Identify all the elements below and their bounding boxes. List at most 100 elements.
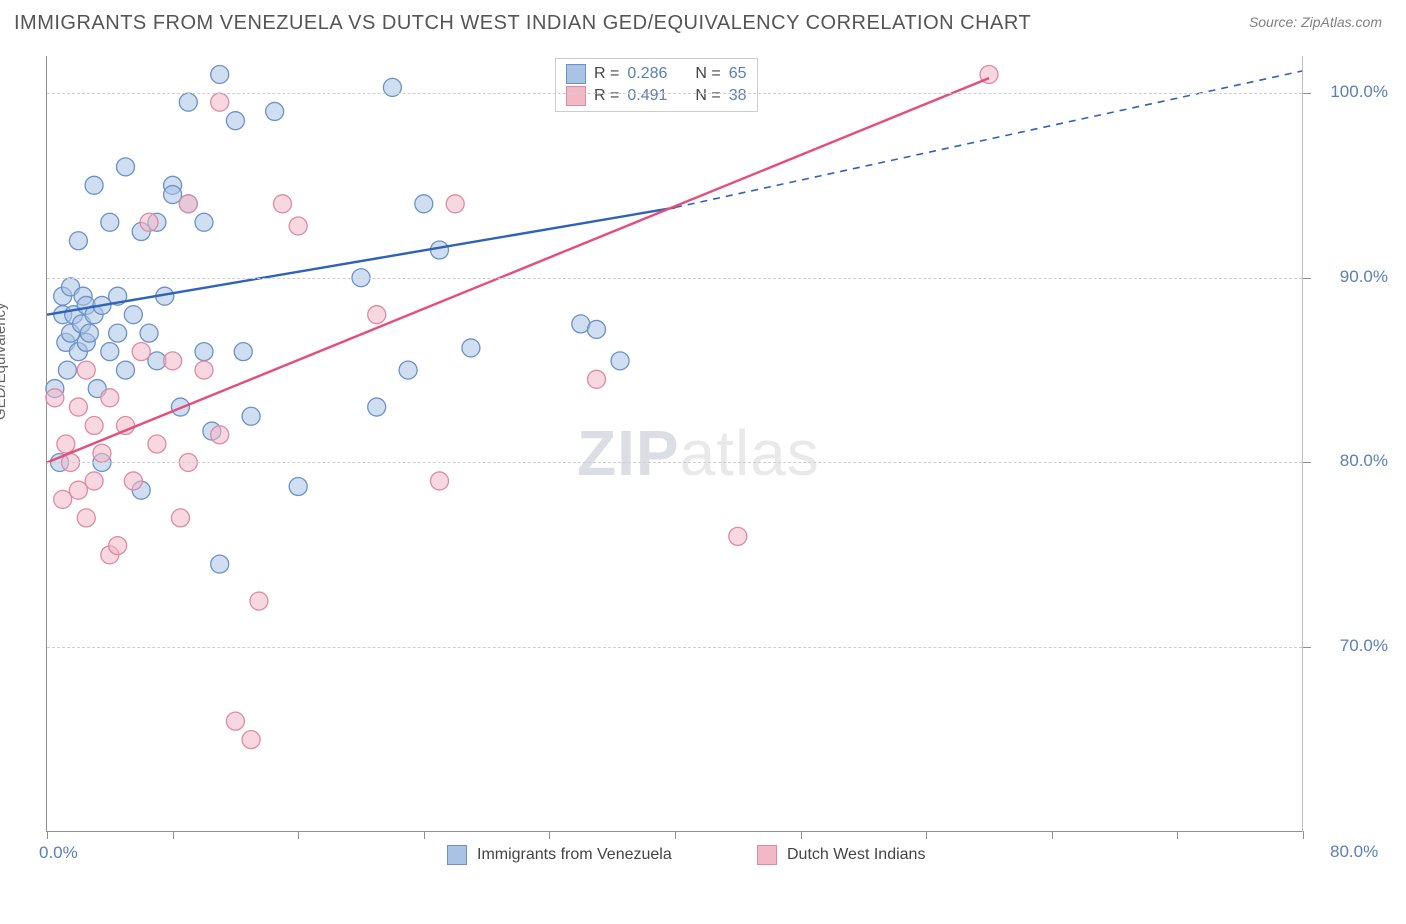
scatter-point-venezuela (242, 407, 260, 425)
gridline-h (47, 462, 1302, 463)
x-tick-label-first: 0.0% (39, 843, 78, 863)
scatter-point-venezuela (289, 477, 307, 495)
scatter-point-venezuela (117, 158, 135, 176)
y-axis-label: GED/Equivalency (0, 302, 9, 420)
scatter-point-venezuela (164, 186, 182, 204)
scatter-point-dutch (69, 398, 87, 416)
plot-right-border (1302, 56, 1303, 832)
y-tick-label: 90.0% (1340, 267, 1388, 287)
scatter-point-venezuela (101, 343, 119, 361)
scatter-point-dutch (132, 343, 150, 361)
scatter-point-dutch (242, 731, 260, 749)
scatter-point-dutch (729, 527, 747, 545)
bottom-legend-2: Dutch West Indians (757, 845, 925, 865)
scatter-point-venezuela (415, 195, 433, 213)
scatter-point-venezuela (226, 112, 244, 130)
scatter-point-dutch (46, 389, 64, 407)
scatter-point-dutch (250, 592, 268, 610)
scatter-point-dutch (54, 490, 72, 508)
x-tick-label-last: 80.0% (1330, 842, 1378, 924)
scatter-point-dutch (211, 426, 229, 444)
y-tick-mark (1303, 462, 1311, 463)
swatch-bottom-venezuela (447, 845, 467, 865)
r-label-2: R = (594, 87, 619, 105)
trendline-dutch (47, 78, 989, 462)
scatter-point-dutch (93, 444, 111, 462)
scatter-point-venezuela (140, 324, 158, 342)
scatter-point-venezuela (211, 65, 229, 83)
bottom-legend-1: Immigrants from Venezuela (447, 845, 672, 865)
gridline-h (47, 647, 1302, 648)
scatter-point-venezuela (588, 320, 606, 338)
scatter-point-venezuela (462, 339, 480, 357)
scatter-point-venezuela (234, 343, 252, 361)
x-tick-mark (926, 831, 927, 839)
swatch-bottom-dutch (757, 845, 777, 865)
scatter-point-venezuela (117, 361, 135, 379)
scatter-point-dutch (446, 195, 464, 213)
swatch-dutch (566, 86, 586, 106)
x-tick-mark (1177, 831, 1178, 839)
scatter-point-venezuela (611, 352, 629, 370)
n-value-2: 38 (729, 87, 747, 105)
scatter-point-dutch (274, 195, 292, 213)
x-tick-mark (47, 831, 48, 839)
x-tick-mark (1052, 831, 1053, 839)
x-tick-mark (1303, 831, 1304, 839)
scatter-point-dutch (431, 472, 449, 490)
scatter-point-dutch (85, 472, 103, 490)
scatter-point-dutch (368, 306, 386, 324)
r-value-1: 0.286 (627, 65, 667, 83)
scatter-point-venezuela (124, 306, 142, 324)
scatter-point-venezuela (85, 176, 103, 194)
scatter-point-dutch (77, 509, 95, 527)
y-tick-label: 70.0% (1340, 636, 1388, 656)
scatter-point-venezuela (179, 93, 197, 111)
y-tick-mark (1303, 278, 1311, 279)
scatter-point-dutch (77, 361, 95, 379)
scatter-point-dutch (211, 93, 229, 111)
bottom-legend-label-1: Immigrants from Venezuela (477, 846, 672, 864)
scatter-point-dutch (195, 361, 213, 379)
x-tick-mark (801, 831, 802, 839)
scatter-point-venezuela (399, 361, 417, 379)
r-value-2: 0.491 (627, 87, 667, 105)
legend-row-venezuela: R = 0.286 N = 65 (566, 63, 747, 85)
y-tick-mark (1303, 93, 1311, 94)
scatter-point-dutch (124, 472, 142, 490)
n-value-1: 65 (729, 65, 747, 83)
y-tick-mark (1303, 647, 1311, 648)
swatch-venezuela (566, 64, 586, 84)
scatter-point-dutch (69, 481, 87, 499)
x-tick-mark (549, 831, 550, 839)
x-tick-mark (173, 831, 174, 839)
bottom-legend-label-2: Dutch West Indians (787, 846, 925, 864)
n-label-1: N = (695, 65, 720, 83)
trendline-dashed-venezuela (675, 71, 1303, 208)
scatter-point-dutch (85, 417, 103, 435)
scatter-svg (47, 56, 1303, 832)
scatter-point-venezuela (431, 241, 449, 259)
scatter-point-venezuela (58, 361, 76, 379)
scatter-point-dutch (148, 435, 166, 453)
scatter-point-venezuela (101, 213, 119, 231)
x-tick-mark (675, 831, 676, 839)
scatter-point-venezuela (80, 324, 98, 342)
scatter-point-dutch (164, 352, 182, 370)
scatter-point-venezuela (195, 213, 213, 231)
scatter-point-venezuela (69, 232, 87, 250)
gridline-h (47, 93, 1302, 94)
legend-row-dutch: R = 0.491 N = 38 (566, 85, 747, 107)
scatter-point-dutch (226, 712, 244, 730)
scatter-point-venezuela (195, 343, 213, 361)
scatter-point-dutch (171, 509, 189, 527)
x-tick-mark (298, 831, 299, 839)
r-label-1: R = (594, 65, 619, 83)
y-tick-label: 100.0% (1330, 82, 1388, 102)
correlation-legend: R = 0.286 N = 65 R = 0.491 N = 38 (555, 58, 758, 112)
scatter-point-dutch (588, 370, 606, 388)
scatter-point-venezuela (266, 102, 284, 120)
scatter-point-venezuela (368, 398, 386, 416)
scatter-point-dutch (57, 435, 75, 453)
scatter-point-dutch (179, 195, 197, 213)
